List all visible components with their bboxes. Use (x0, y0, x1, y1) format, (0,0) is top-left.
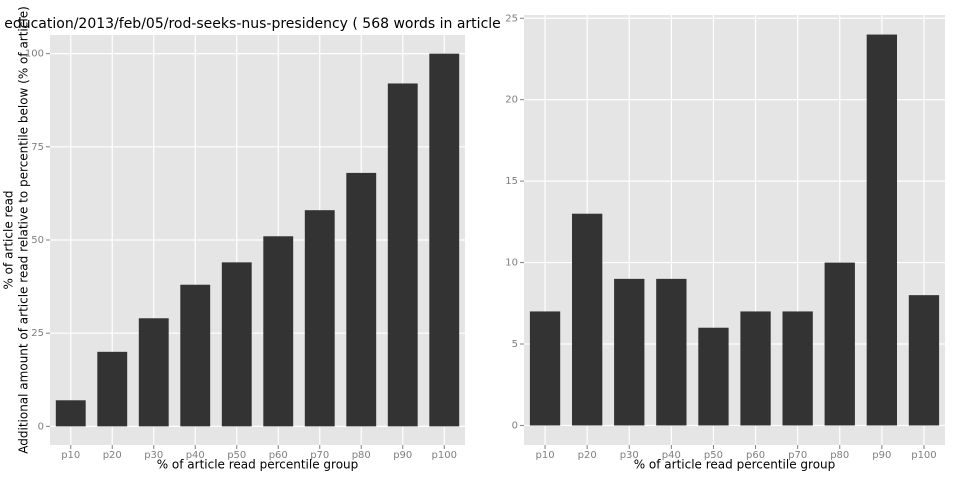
bar (740, 311, 771, 426)
y-tick-label: 100 (25, 49, 44, 60)
y-tick-label: 25 (31, 328, 44, 339)
y-tick-label: 5 (512, 339, 518, 350)
bar (429, 53, 460, 427)
y-tick-label: 10 (505, 258, 518, 269)
bar (55, 400, 86, 427)
x-tick-label: p70 (310, 450, 329, 461)
x-tick-label: p90 (393, 450, 412, 461)
y-axis-label: % of article read (2, 190, 16, 289)
x-tick-label: p30 (144, 450, 163, 461)
bar (529, 311, 561, 426)
x-tick-label: p30 (620, 450, 639, 461)
x-tick-label: p80 (830, 450, 849, 461)
x-tick-label: p70 (788, 450, 807, 461)
x-tick-label: p50 (704, 450, 723, 461)
y-tick-label: 0 (512, 420, 518, 431)
x-tick-label: p90 (872, 450, 891, 461)
y-tick-label: 20 (505, 95, 518, 106)
bar (866, 34, 898, 426)
x-axis-label: % of article read percentile group (634, 458, 836, 472)
x-axis-label: % of article read percentile group (157, 458, 359, 472)
bar (571, 213, 603, 426)
x-tick-label: p60 (269, 450, 288, 461)
x-tick-label: p100 (432, 450, 457, 461)
bar (221, 262, 252, 427)
bar (656, 278, 687, 426)
bar (263, 236, 294, 427)
bar (180, 284, 211, 427)
x-tick-label: p100 (911, 450, 936, 461)
bar (782, 311, 813, 426)
bar (387, 83, 418, 427)
x-tick-label: p40 (186, 450, 205, 461)
bar (824, 262, 855, 426)
bar (97, 351, 128, 427)
chart-title: education/2013/feb/05/rod-seeks-nus-pres… (4, 16, 501, 32)
bar (138, 318, 169, 427)
x-tick-label: p20 (578, 450, 597, 461)
bar (346, 172, 377, 427)
x-tick-label: p40 (662, 450, 681, 461)
x-tick-label: p60 (746, 450, 765, 461)
x-tick-label: p10 (536, 450, 555, 461)
y-tick-label: 50 (31, 235, 44, 246)
bar (304, 210, 335, 427)
bar (908, 295, 940, 426)
y-tick-label: 15 (505, 176, 518, 187)
bar (698, 327, 729, 426)
x-tick-label: p50 (227, 450, 246, 461)
x-tick-label: p10 (61, 450, 80, 461)
x-tick-label: p20 (103, 450, 122, 461)
x-tick-label: p80 (352, 450, 371, 461)
y-axis-label: Additional amount of article read relati… (17, 6, 31, 454)
y-tick-label: 0 (38, 421, 44, 432)
y-tick-label: 25 (505, 13, 518, 24)
bar (614, 278, 645, 426)
y-tick-label: 75 (31, 142, 44, 153)
